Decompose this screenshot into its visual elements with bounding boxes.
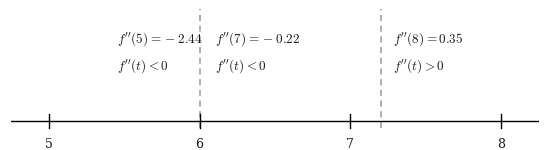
Text: $f''(7) = -0.22$: $f''(7) = -0.22$ <box>214 30 300 48</box>
Text: 5: 5 <box>45 138 53 150</box>
Text: $f''(t) < 0$: $f''(t) < 0$ <box>214 57 266 75</box>
Text: 8: 8 <box>497 138 505 150</box>
Text: $f''(t) < 0$: $f''(t) < 0$ <box>117 57 168 75</box>
Text: $f''(8) = 0.35$: $f''(8) = 0.35$ <box>393 30 463 48</box>
Text: $f''(5) = -2.44$: $f''(5) = -2.44$ <box>117 30 202 48</box>
Text: 6: 6 <box>196 138 204 150</box>
Text: 7: 7 <box>346 138 354 150</box>
Text: $f''(t) > 0$: $f''(t) > 0$ <box>393 57 444 75</box>
